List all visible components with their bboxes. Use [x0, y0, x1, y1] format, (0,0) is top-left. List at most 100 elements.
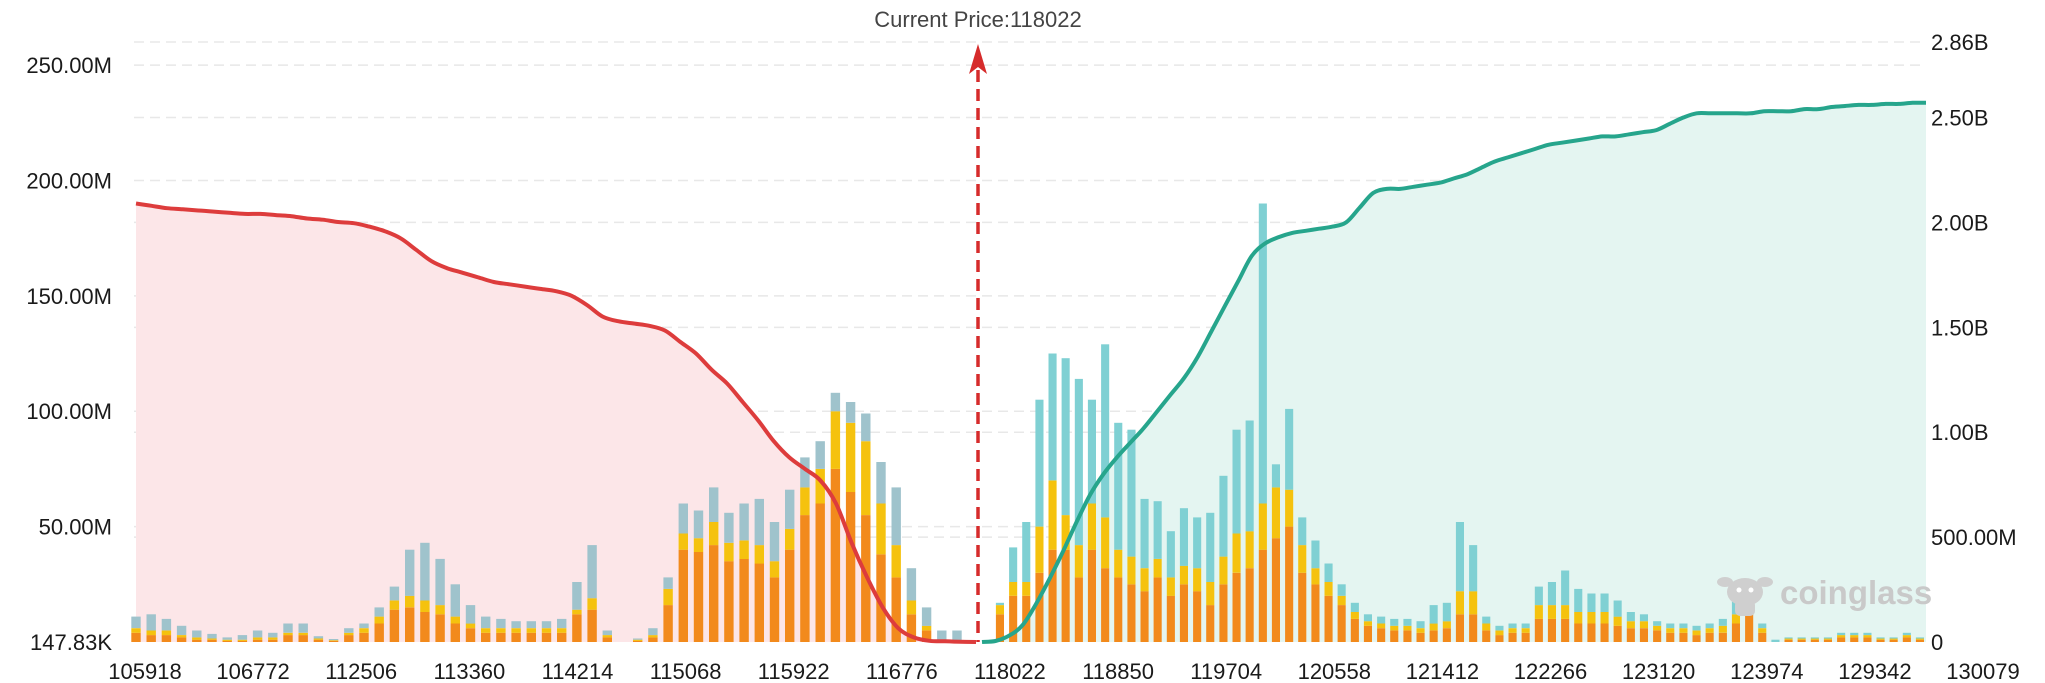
left-bar-tier3 — [693, 510, 704, 539]
left-bar-tier3 — [298, 623, 308, 633]
right-bar-tier3 — [1508, 623, 1517, 629]
left-bar-tier3 — [541, 621, 552, 629]
left-bar-tier3 — [389, 586, 400, 601]
right-bar-tier1 — [1863, 637, 1872, 642]
left-bar-tier2 — [739, 540, 749, 559]
left-bar-tier3 — [176, 625, 187, 635]
coinglass-watermark: coinglass — [1717, 574, 1932, 616]
x-tick-label: 123120 — [1622, 659, 1695, 683]
left-bar-tier2 — [161, 630, 172, 636]
left-bar-tier1 — [876, 554, 886, 642]
left-bar-tier3 — [648, 628, 658, 636]
right-bar-tier2 — [1626, 621, 1635, 629]
right-bar-tier3 — [1692, 625, 1701, 631]
right-bar-tier3 — [1061, 358, 1070, 516]
y-left-tick-label: 200.00M — [26, 168, 112, 193]
left-bar-tier3 — [891, 487, 901, 546]
left-bar-tier2 — [481, 628, 491, 633]
right-bar-tier3 — [1521, 623, 1530, 629]
right-bar-tier3 — [1245, 420, 1254, 532]
left-bar-tier1 — [754, 563, 764, 642]
long-cumulative-fill — [982, 102, 1926, 642]
left-bar-tier2 — [709, 522, 719, 546]
right-bar-tier2 — [1758, 628, 1767, 633]
right-bar-tier1 — [1653, 630, 1662, 642]
right-bar-tier3 — [1101, 344, 1110, 518]
x-tick-label: 121412 — [1406, 659, 1479, 683]
right-bar-tier2 — [1035, 526, 1044, 573]
y-right-tick-label: 1.00B — [1931, 420, 1989, 445]
left-bar-tier2 — [344, 632, 354, 636]
left-bar-tier2 — [845, 422, 856, 492]
left-bar-tier3 — [572, 582, 582, 610]
left-bar-tier2 — [252, 637, 263, 640]
right-bar-tier1 — [1758, 632, 1767, 642]
right-bar-tier2 — [1784, 638, 1793, 640]
right-bar-tier2 — [1101, 517, 1110, 569]
right-bar-tier1 — [1114, 577, 1123, 642]
right-bar-tier1 — [1140, 591, 1149, 642]
right-bar-tier2 — [1718, 625, 1727, 633]
right-bar-tier3 — [1337, 584, 1346, 596]
y-right-tick-label: 1.50B — [1931, 315, 1989, 340]
left-bar-tier2 — [207, 638, 217, 640]
left-bar-tier1 — [602, 637, 612, 642]
left-bar-tier1 — [693, 552, 704, 642]
right-bar-tier2 — [1679, 628, 1688, 633]
left-bar-tier1 — [161, 635, 172, 642]
left-bar-tier1 — [663, 605, 673, 642]
right-bar-tier3 — [1271, 464, 1280, 488]
left-bar-tier2 — [602, 635, 612, 638]
left-bar-tier3 — [587, 545, 597, 599]
right-bar-tier2 — [1245, 531, 1254, 569]
right-bar-tier3 — [1311, 540, 1320, 569]
left-bar-tier2 — [906, 600, 917, 615]
left-bar-tier1 — [389, 609, 400, 642]
right-bar-tier3 — [1482, 616, 1491, 624]
right-bar-tier1 — [1377, 628, 1386, 642]
y-left-tick-label: 147.83K — [30, 630, 112, 655]
left-bar-tier1 — [724, 561, 734, 642]
left-bar-tier1 — [739, 558, 749, 642]
left-bar-tier2 — [526, 628, 536, 633]
right-bar-tier3 — [1495, 625, 1504, 631]
left-bar-tier3 — [496, 618, 506, 629]
right-bar-tier3 — [1035, 399, 1044, 527]
x-axis: 105918 106772 112506 113360 114214 115068 1159… — [108, 659, 2019, 683]
left-bar-tier2 — [268, 637, 278, 640]
left-bar-tier3 — [161, 618, 172, 631]
right-bar-tier1 — [1613, 625, 1622, 642]
right-bar-tier1 — [1363, 625, 1372, 642]
left-bar-tier2 — [557, 628, 567, 633]
right-bar-tier3 — [1206, 512, 1215, 582]
left-bar-tier3 — [359, 623, 369, 629]
right-bar-tier3 — [1784, 637, 1793, 639]
right-bar-tier3 — [1350, 602, 1359, 612]
right-bar-tier1 — [1915, 639, 1924, 642]
right-bar-tier2 — [1140, 568, 1149, 592]
right-bar-tier2 — [1258, 503, 1267, 550]
left-bar-tier2 — [237, 639, 248, 641]
x-tick-label: 130079 — [1946, 659, 2019, 683]
left-bar-tier1 — [420, 612, 430, 642]
right-bar-tier1 — [1350, 618, 1359, 642]
right-bar-tier2 — [1495, 630, 1504, 636]
left-bar-tier2 — [313, 638, 324, 640]
left-bar-tier1 — [709, 545, 719, 642]
left-bar-tier3 — [374, 607, 384, 617]
left-bar-tier3 — [952, 630, 962, 642]
right-bar-tier2 — [1797, 638, 1806, 640]
right-bar-tier3 — [1298, 517, 1307, 546]
left-bar-tier2 — [146, 630, 156, 636]
right-bar-tier3 — [1153, 501, 1162, 559]
left-bar-tier2 — [800, 487, 810, 516]
right-bar-tier2 — [1219, 556, 1228, 585]
right-bar-tier3 — [1626, 612, 1635, 622]
left-bar-tier1 — [328, 640, 339, 642]
left-bar-tier2 — [405, 595, 415, 608]
right-bar-tier2 — [1061, 515, 1070, 550]
left-bar-tier1 — [298, 635, 308, 642]
left-bar-tier3 — [237, 635, 248, 640]
right-bar-tier1 — [1469, 614, 1478, 642]
left-bar-tier3 — [146, 614, 156, 631]
